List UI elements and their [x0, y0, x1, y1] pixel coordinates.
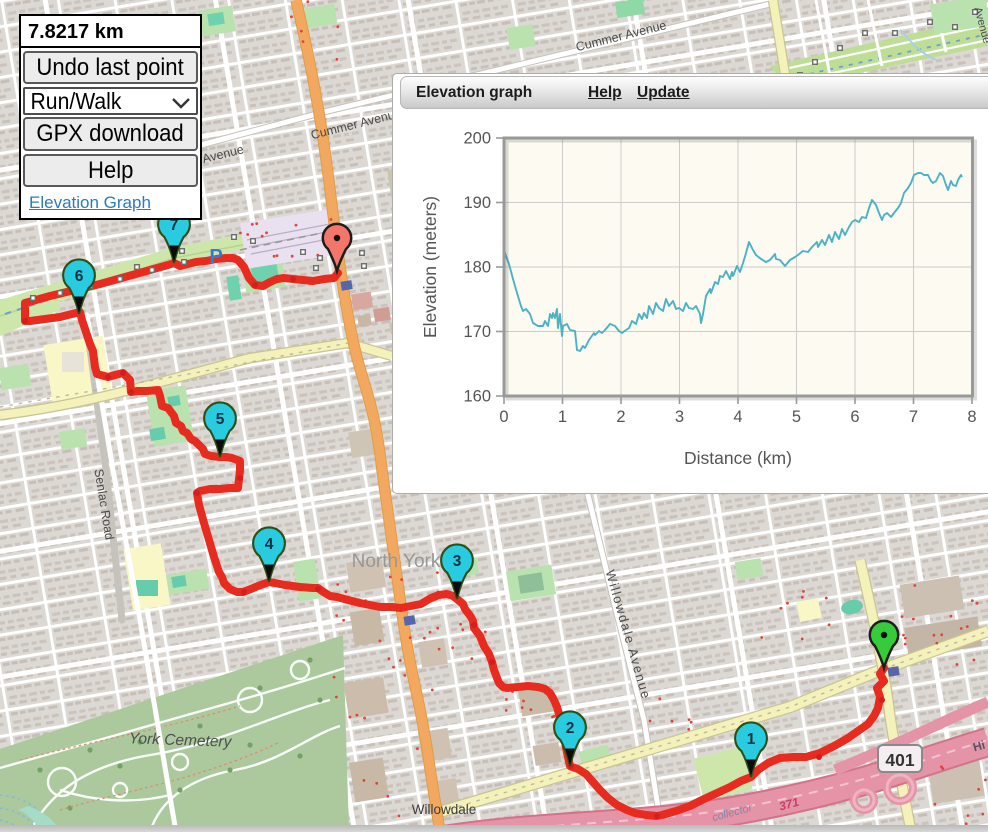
svg-text:North York: North York: [352, 551, 441, 572]
svg-text:Distance (km): Distance (km): [684, 448, 792, 468]
svg-text:1: 1: [747, 731, 756, 748]
svg-text:4: 4: [733, 408, 742, 426]
svg-text:York Cemetery: York Cemetery: [129, 730, 233, 751]
svg-text:0: 0: [499, 408, 508, 426]
svg-text:2: 2: [616, 408, 625, 426]
svg-text:5: 5: [792, 408, 801, 426]
svg-text:6: 6: [75, 268, 84, 285]
svg-text:180: 180: [463, 259, 491, 277]
svg-text:Willowdale: Willowdale: [412, 802, 477, 817]
svg-text:160: 160: [463, 388, 491, 406]
svg-text:P: P: [209, 246, 222, 268]
svg-text:190: 190: [463, 194, 491, 212]
svg-text:200: 200: [463, 130, 491, 148]
svg-text:3: 3: [453, 553, 462, 570]
svg-text:3: 3: [675, 408, 684, 426]
svg-text:7: 7: [170, 217, 179, 234]
svg-text:Elevation (meters): Elevation (meters): [420, 196, 440, 338]
svg-text:8: 8: [967, 408, 976, 426]
svg-text:7: 7: [909, 408, 918, 426]
svg-text:2: 2: [566, 720, 575, 737]
svg-text:170: 170: [463, 323, 491, 341]
svg-text:6: 6: [850, 408, 859, 426]
svg-text:4: 4: [265, 536, 274, 553]
svg-text:1: 1: [558, 408, 567, 426]
svg-text:Hi: Hi: [971, 738, 986, 755]
svg-text:401: 401: [885, 750, 914, 770]
svg-text:371: 371: [777, 795, 800, 814]
svg-text:5: 5: [216, 411, 225, 428]
